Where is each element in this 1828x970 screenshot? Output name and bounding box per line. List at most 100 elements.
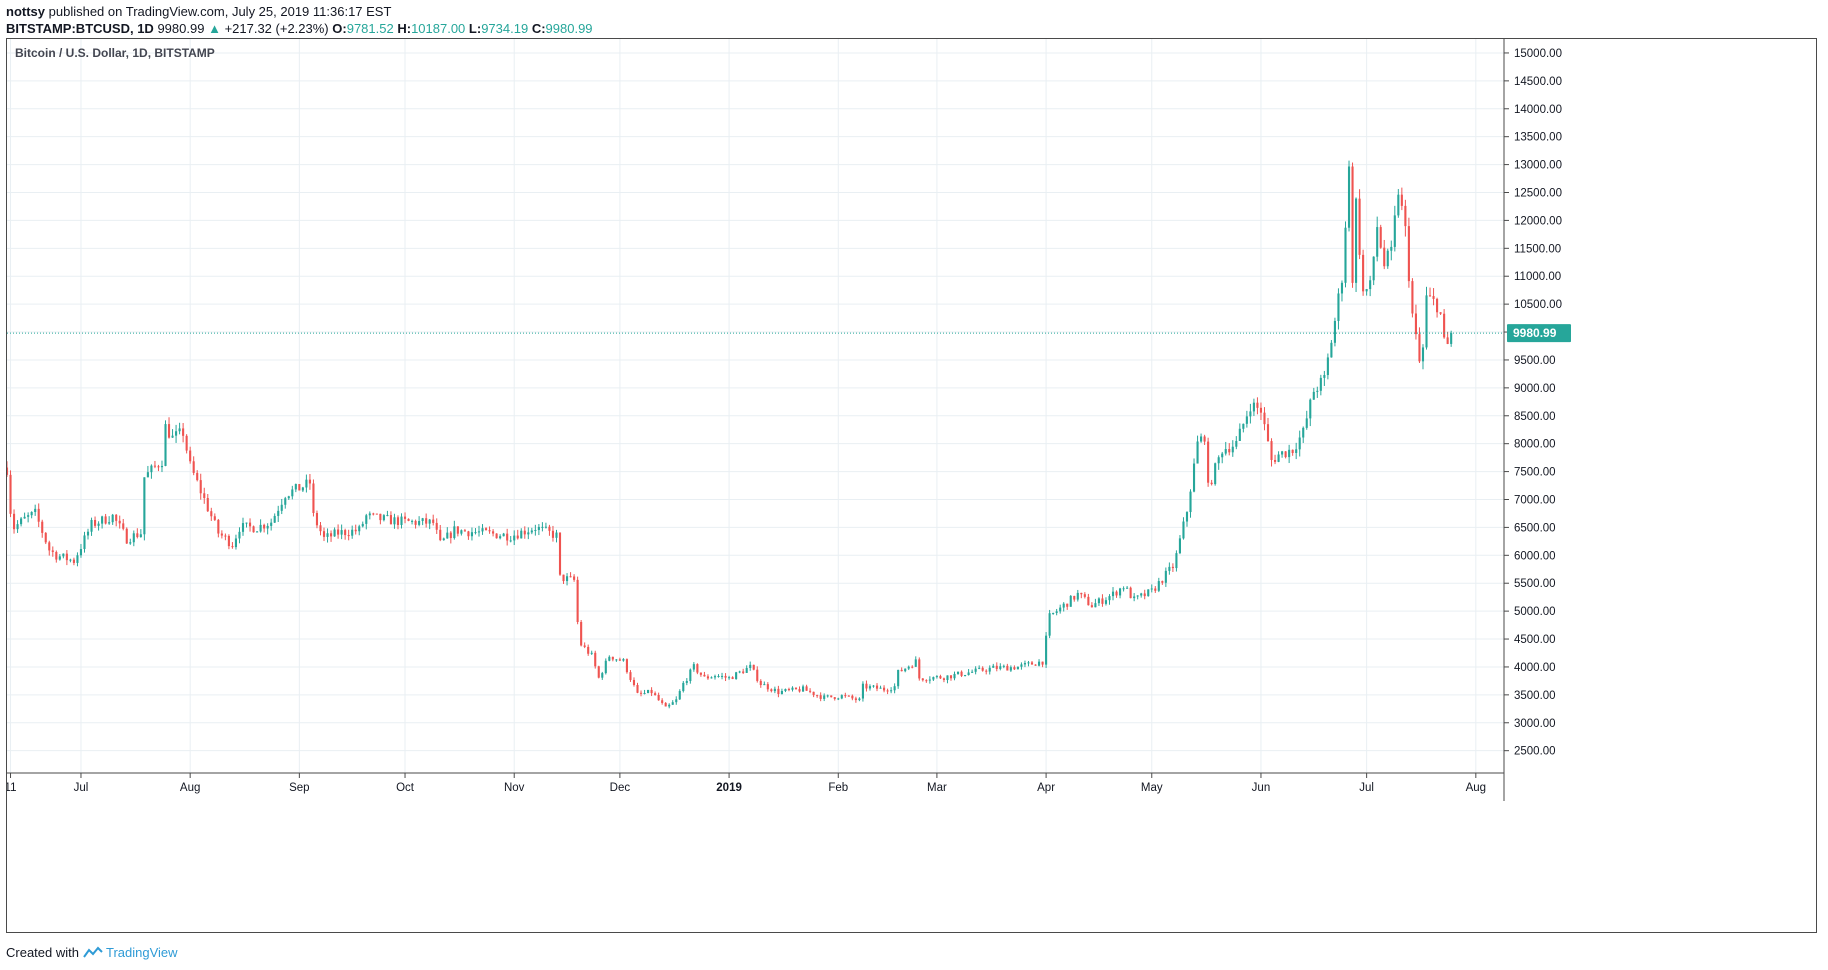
- author-name[interactable]: nottsy: [6, 4, 45, 19]
- candle-body: [1421, 347, 1425, 362]
- candle: [1397, 189, 1400, 218]
- candle-body: [1073, 595, 1076, 600]
- candle: [1425, 286, 1428, 350]
- candle: [1108, 594, 1111, 605]
- candle-body: [893, 686, 896, 691]
- candle-body: [245, 522, 248, 524]
- candle-body: [411, 520, 414, 522]
- candle: [956, 671, 960, 675]
- candle: [794, 687, 798, 690]
- candle-body: [914, 659, 917, 667]
- candle: [978, 665, 981, 670]
- candle-body: [942, 678, 946, 681]
- candle-body: [763, 684, 766, 686]
- time-axis[interactable]: 11 Jul Aug Sep Oct Nov Dec 2019 Feb Mar Apr May Jun J…: [5, 773, 1486, 794]
- candle: [1037, 659, 1041, 667]
- candle: [1069, 594, 1072, 607]
- candle-body: [1347, 166, 1351, 228]
- candle: [1030, 661, 1034, 665]
- time-tick-label: Aug: [180, 782, 200, 794]
- tradingview-link[interactable]: TradingView: [106, 945, 178, 960]
- candle: [37, 503, 40, 528]
- candle: [435, 518, 438, 534]
- candle: [872, 684, 875, 688]
- price-tick-label: 12000.00: [1514, 215, 1562, 227]
- candle: [706, 674, 710, 680]
- chart-grid: [7, 39, 1504, 773]
- candle-body: [263, 524, 266, 529]
- candle: [1224, 441, 1227, 456]
- candle-body: [400, 516, 403, 525]
- candle-body: [717, 675, 720, 677]
- candle-body: [794, 687, 798, 690]
- candle: [411, 519, 414, 525]
- candle: [1154, 586, 1157, 593]
- candle: [692, 662, 695, 672]
- candle-body: [611, 656, 614, 660]
- candle-body: [865, 683, 868, 689]
- candle-body: [37, 508, 40, 522]
- candle: [805, 684, 808, 691]
- price-chart[interactable]: 2500.00 3000.00 3500.00 4000.00 4500.00 5000.…: [5, 39, 1816, 932]
- candle: [791, 686, 794, 692]
- candle: [1013, 665, 1016, 670]
- candle: [890, 687, 893, 694]
- candle-body: [668, 704, 671, 707]
- candle-body: [125, 528, 128, 544]
- candle-body: [812, 691, 815, 696]
- price-tick-label: 10500.00: [1514, 299, 1562, 311]
- candle: [400, 513, 403, 529]
- candle-body: [1048, 613, 1051, 636]
- candle: [946, 675, 949, 684]
- candle-body: [1379, 227, 1382, 248]
- candle-body: [301, 487, 304, 491]
- price-axis[interactable]: 2500.00 3000.00 3500.00 4000.00 4500.00 5000.…: [1504, 48, 1562, 758]
- candle: [150, 464, 153, 479]
- candle-body: [1133, 596, 1136, 599]
- price-tick-label: 7500.00: [1514, 467, 1556, 479]
- candle-body: [1428, 295, 1432, 297]
- candle: [354, 524, 357, 535]
- price-tick-label: 13000.00: [1514, 160, 1562, 172]
- candle-body: [196, 472, 199, 481]
- price-tick-label: 3500.00: [1514, 690, 1556, 702]
- candle-body: [266, 525, 269, 529]
- candle-body: [499, 536, 502, 539]
- candle: [104, 513, 107, 525]
- candle: [368, 511, 371, 520]
- time-tick-label: Nov: [504, 782, 525, 794]
- candle: [879, 685, 882, 689]
- candle: [1372, 256, 1375, 286]
- candle-body: [1414, 313, 1417, 335]
- candle-body: [435, 522, 438, 530]
- candle-body: [935, 676, 938, 678]
- candle: [1414, 304, 1417, 340]
- candle-body: [890, 690, 893, 692]
- low-value: 9734.19: [481, 21, 529, 36]
- candle-body: [224, 535, 227, 537]
- candle-body: [495, 533, 498, 539]
- candle: [1365, 289, 1368, 296]
- time-tick-label: 11: [7, 782, 16, 794]
- candle: [925, 679, 928, 683]
- candle: [1006, 663, 1009, 671]
- candle: [1023, 660, 1027, 668]
- candle: [703, 671, 706, 677]
- candle-body: [1298, 437, 1301, 450]
- candle-body: [1214, 463, 1217, 485]
- candle-body: [277, 510, 280, 516]
- candle: [329, 530, 333, 542]
- candle: [583, 642, 586, 649]
- candle-body: [1030, 662, 1034, 665]
- candle: [513, 530, 516, 546]
- candle: [1200, 433, 1203, 443]
- candle: [270, 518, 273, 531]
- candle-body: [995, 665, 998, 669]
- candle: [643, 689, 646, 695]
- candle-body: [520, 530, 523, 539]
- candle-body: [1080, 592, 1083, 595]
- chart-frame[interactable]: 2500.00 3000.00 3500.00 4000.00 4500.00 5000.…: [5, 38, 1817, 933]
- candle: [94, 516, 97, 528]
- price-tick-label: 5000.00: [1514, 606, 1556, 618]
- candle-body: [904, 668, 907, 672]
